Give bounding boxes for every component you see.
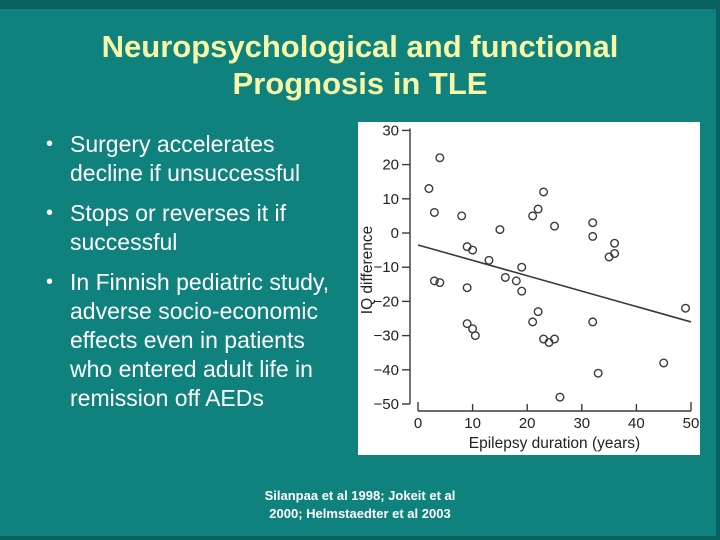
x-tick-label: 10 — [464, 415, 481, 432]
data-point — [468, 245, 478, 255]
y-tick-label: −10 — [374, 259, 399, 276]
data-point — [429, 276, 439, 286]
data-point — [549, 334, 559, 344]
bullet-item: • Stops or reverses it if successful — [40, 199, 345, 257]
data-point — [533, 204, 543, 214]
data-point — [555, 392, 565, 402]
x-tick-label: 0 — [414, 415, 422, 432]
data-point — [588, 218, 598, 228]
bullet-icon: • — [46, 271, 54, 293]
data-point — [610, 249, 620, 259]
data-point — [528, 317, 538, 327]
y-tick-label: −30 — [374, 328, 399, 345]
bullet-item: • In Finnish pediatric study, adverse soc… — [40, 268, 345, 413]
y-tick-label: −50 — [374, 396, 399, 413]
data-point — [484, 255, 494, 265]
citation-line1: Silanpaa et al 1998; Jokeit et al — [264, 488, 456, 503]
bullet-list: • Surgery accelerates decline if unsucces… — [40, 130, 345, 424]
data-point — [588, 317, 598, 327]
bullet-text: Surgery accelerates decline if unsuccess… — [70, 131, 301, 186]
bullet-item: • Surgery accelerates decline if unsucces… — [40, 130, 345, 188]
bullet-icon: • — [46, 133, 54, 155]
y-tick-label: −40 — [374, 362, 399, 379]
slide-border-bottom — [0, 536, 720, 540]
scatter-points — [424, 153, 691, 402]
slide-title-line2: Prognosis in TLE — [232, 66, 488, 101]
bullet-text: In Finnish pediatric study, adverse soci… — [70, 269, 330, 411]
data-point — [517, 286, 527, 296]
data-point — [511, 276, 521, 286]
x-tick-label: 50 — [683, 415, 700, 432]
x-tick-label: 20 — [519, 415, 536, 432]
axes — [402, 128, 692, 412]
citation-line2: 2000; Helmstaedter et al 2003 — [269, 506, 451, 521]
chart-panel: 30 20 10 0 −10 −20 −30 −40 −50 0 10 20 30 40 50 IQ diff… — [358, 122, 700, 455]
data-point — [462, 283, 472, 293]
data-point — [500, 272, 510, 282]
bullet-icon: • — [46, 202, 54, 224]
y-tick-label: 20 — [382, 157, 399, 174]
data-point — [610, 238, 620, 248]
data-point — [533, 307, 543, 317]
data-point — [593, 368, 603, 378]
y-axis-label: IQ difference — [359, 226, 376, 314]
data-point — [539, 187, 549, 197]
x-tick-label: 30 — [573, 415, 590, 432]
data-point — [462, 319, 472, 329]
data-point — [429, 207, 439, 217]
data-point — [457, 211, 467, 221]
data-point — [681, 303, 691, 313]
slide-border-right — [716, 0, 720, 540]
y-tick-label: 0 — [391, 225, 399, 242]
data-point — [517, 262, 527, 272]
data-point — [588, 231, 598, 241]
bullet-text: Stops or reverses it if successful — [70, 200, 287, 255]
data-point — [528, 211, 538, 221]
data-point — [470, 331, 480, 341]
data-point — [435, 278, 445, 288]
axis-tick-labels: 30 20 10 0 −10 −20 −30 −40 −50 0 10 20 30 40 50 — [374, 122, 700, 432]
y-tick-label: −20 — [374, 293, 399, 310]
data-point — [495, 225, 505, 235]
x-tick-label: 40 — [628, 415, 645, 432]
slide-border-top — [0, 0, 720, 9]
citation: Silanpaa et al 1998; Jokeit et al 2000; … — [0, 487, 720, 523]
data-point — [549, 221, 559, 231]
data-point — [424, 184, 434, 194]
x-axis-label: Epilepsy duration (years) — [469, 435, 640, 452]
data-point — [435, 153, 445, 163]
slide-title-line1: Neuropsychological and functional — [101, 29, 619, 64]
scatter-plot: 30 20 10 0 −10 −20 −30 −40 −50 0 10 20 30 40 50 IQ diff… — [359, 122, 700, 452]
data-point — [659, 358, 669, 368]
slide-title: Neuropsychological and functional Progno… — [0, 28, 720, 102]
y-tick-label: 10 — [382, 191, 399, 208]
y-tick-label: 30 — [382, 122, 399, 139]
trend-line — [417, 244, 692, 323]
